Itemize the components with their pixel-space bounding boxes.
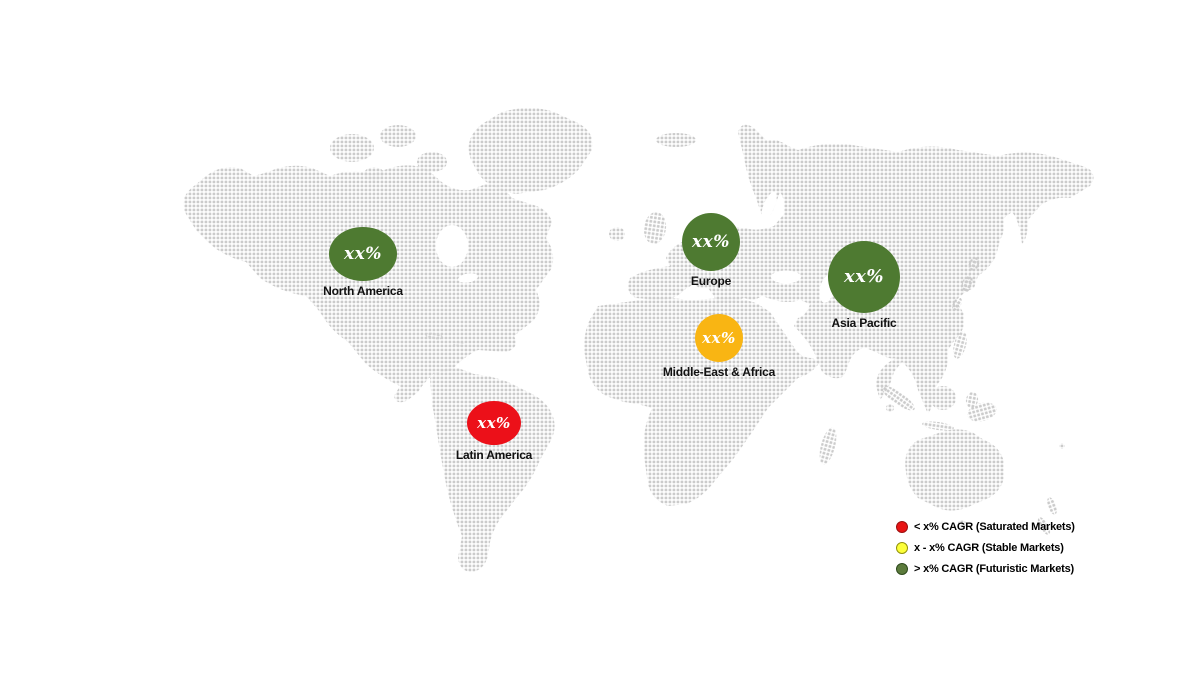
island-taiwan (947, 327, 953, 333)
legend-item-stable: x - x% CAGR (Stable Markets) (896, 541, 1075, 555)
cagr-legend: < x% CAGR (Saturated Markets) x - x% CAG… (896, 520, 1075, 583)
island-greenland (468, 108, 593, 194)
island-tasmania (958, 520, 966, 528)
black-sea (771, 270, 801, 284)
legend-item-saturated: < x% CAGR (Saturated Markets) (896, 520, 1075, 534)
island-sumatra (881, 385, 915, 411)
pacific-islands (1059, 443, 1065, 449)
arctic-islands (364, 167, 384, 181)
island-borneo (930, 386, 956, 410)
island-japan (952, 297, 962, 311)
region-middle-east-africa: xx% Middle-East & Africa (663, 314, 775, 379)
island-new-zealand (1037, 517, 1051, 535)
hudson-bay (436, 225, 468, 267)
island-sri-lanka (886, 404, 894, 412)
island-madagascar (819, 427, 837, 465)
legend-swatch-red-icon (896, 521, 908, 533)
legend-swatch-green-icon (896, 563, 908, 575)
region-value: xx% (344, 243, 382, 264)
island-new-guinea (967, 402, 997, 422)
island-java (922, 421, 954, 431)
island-new-zealand (1047, 497, 1057, 515)
region-value: xx% (702, 328, 736, 347)
baltic-sea (761, 191, 777, 221)
great-lakes (458, 273, 478, 283)
island-japan (961, 275, 973, 293)
region-bubble-middle-east-africa: xx% (695, 314, 743, 362)
legend-label: x - x% CAGR (Stable Markets) (914, 542, 1064, 554)
region-europe: xx% Europe (682, 213, 740, 288)
arctic-islands (330, 134, 374, 162)
region-north-america: xx% North America (323, 227, 403, 298)
region-value: xx% (692, 231, 730, 252)
legend-label: < x% CAGR (Saturated Markets) (914, 521, 1075, 533)
region-latin-america: xx% Latin America (456, 401, 532, 462)
island-sulawesi (965, 392, 979, 408)
continent-south-america (430, 367, 555, 572)
island-hispaniola (453, 341, 465, 347)
continent-africa (584, 298, 820, 506)
region-bubble-europe: xx% (682, 213, 740, 271)
arctic-islands (417, 152, 447, 172)
region-label: North America (323, 284, 403, 298)
region-asia-pacific: xx% Asia Pacific (828, 241, 900, 330)
island-great-britain (643, 212, 667, 244)
island-iceland (656, 133, 696, 147)
continent-australia (905, 429, 1004, 511)
island-ireland (609, 227, 625, 241)
legend-swatch-yellow-icon (896, 542, 908, 554)
region-bubble-asia-pacific: xx% (828, 241, 900, 313)
island-cuba (425, 332, 443, 340)
region-bubble-latin-america: xx% (467, 401, 521, 445)
region-label: Latin America (455, 448, 533, 462)
island-japan (968, 257, 980, 271)
region-bubble-north-america: xx% (329, 227, 397, 281)
region-value: xx% (843, 266, 885, 287)
region-label: Europe (690, 274, 732, 288)
arctic-islands (380, 125, 416, 147)
region-value: xx% (477, 413, 511, 432)
region-label: Middle-East & Africa (662, 365, 776, 379)
region-label: Asia Pacific (831, 316, 897, 330)
legend-item-futuristic: > x% CAGR (Futuristic Markets) (896, 562, 1075, 576)
legend-label: > x% CAGR (Futuristic Markets) (914, 563, 1074, 575)
island-philippines (953, 331, 967, 359)
